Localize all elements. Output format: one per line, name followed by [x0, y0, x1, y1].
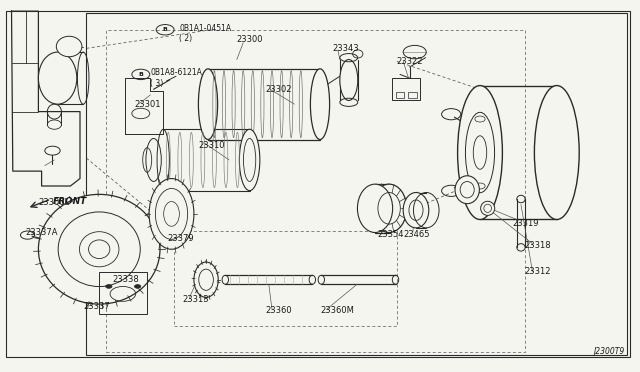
Ellipse shape	[534, 86, 579, 219]
Text: 23465: 23465	[403, 230, 429, 239]
Text: B: B	[163, 27, 168, 32]
Circle shape	[106, 285, 112, 288]
Text: 23338: 23338	[112, 275, 139, 283]
Text: 23360: 23360	[266, 306, 292, 315]
Text: 23343: 23343	[333, 44, 360, 53]
Text: 23312: 23312	[525, 267, 551, 276]
Text: B: B	[138, 72, 143, 77]
Text: FRONT: FRONT	[52, 197, 87, 206]
Bar	[396, 92, 404, 98]
Circle shape	[134, 285, 141, 288]
Ellipse shape	[88, 240, 110, 259]
Ellipse shape	[371, 184, 407, 232]
Ellipse shape	[310, 69, 330, 140]
Text: 23310: 23310	[198, 141, 225, 150]
Text: 23302: 23302	[266, 85, 292, 94]
Text: 23301: 23301	[134, 100, 161, 109]
Text: 23379: 23379	[168, 234, 195, 243]
Ellipse shape	[403, 193, 429, 228]
Text: 23318: 23318	[525, 241, 552, 250]
Text: 23300: 23300	[237, 35, 263, 44]
Text: J2300T9: J2300T9	[593, 347, 624, 356]
Text: 23360M: 23360M	[320, 306, 354, 315]
Text: 0B1A8-6121A
( 3): 0B1A8-6121A ( 3)	[150, 68, 202, 88]
Ellipse shape	[239, 129, 260, 190]
Text: 23322: 23322	[397, 57, 423, 66]
Bar	[408, 92, 417, 98]
Ellipse shape	[38, 194, 160, 304]
Text: 23319: 23319	[512, 219, 538, 228]
Text: 23354: 23354	[378, 230, 404, 239]
Ellipse shape	[149, 179, 194, 249]
Ellipse shape	[340, 60, 358, 100]
Bar	[99, 272, 147, 314]
Ellipse shape	[481, 201, 495, 215]
Ellipse shape	[455, 176, 479, 203]
Ellipse shape	[56, 36, 82, 57]
Text: 23337A: 23337A	[26, 228, 58, 237]
Text: 23313: 23313	[182, 295, 209, 304]
Bar	[392, 78, 420, 100]
Text: 0B1A1-0451A
( 2): 0B1A1-0451A ( 2)	[179, 24, 231, 43]
Bar	[86, 13, 627, 355]
Ellipse shape	[458, 86, 502, 219]
Ellipse shape	[357, 184, 393, 232]
Ellipse shape	[194, 262, 218, 298]
Text: 23300L: 23300L	[38, 198, 70, 207]
Ellipse shape	[198, 69, 218, 140]
Ellipse shape	[38, 52, 77, 104]
Text: 23337: 23337	[83, 302, 110, 311]
